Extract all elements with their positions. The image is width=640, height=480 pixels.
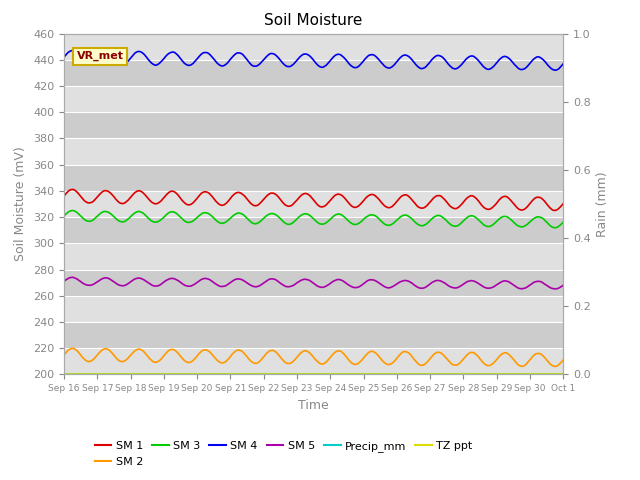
SM 5 <box>548 286 556 291</box>
X-axis label: Time: Time <box>298 399 329 412</box>
SM 5 <box>470 278 478 284</box>
SM 3 <box>60 213 68 219</box>
TZ ppt <box>297 372 305 377</box>
TZ ppt <box>60 372 68 377</box>
SM 5 <box>332 277 339 283</box>
Line: SM 1: SM 1 <box>64 190 563 210</box>
Bar <box>64 348 563 374</box>
SM 4 <box>298 52 306 58</box>
SM 3 <box>551 225 559 230</box>
SM 5 <box>60 278 68 284</box>
SM 2 <box>298 349 306 355</box>
TZ ppt <box>559 372 567 377</box>
Y-axis label: Soil Moisture (mV): Soil Moisture (mV) <box>15 146 28 262</box>
Bar <box>64 165 563 191</box>
Precip_mm <box>300 372 308 377</box>
Precip_mm <box>60 372 68 377</box>
TZ ppt <box>330 372 338 377</box>
SM 2 <box>358 357 366 362</box>
TZ ppt <box>469 372 477 377</box>
Line: SM 5: SM 5 <box>64 277 563 289</box>
SM 2 <box>332 349 339 355</box>
SM 4 <box>68 48 76 54</box>
Bar <box>64 86 563 112</box>
SM 4 <box>332 53 339 59</box>
SM 3 <box>332 212 339 218</box>
Bar <box>64 112 563 138</box>
Precip_mm <box>547 372 555 377</box>
SM 1 <box>550 207 558 213</box>
Line: SM 2: SM 2 <box>64 348 563 366</box>
SM 1 <box>332 192 339 198</box>
TZ ppt <box>547 372 555 377</box>
SM 1 <box>358 200 366 205</box>
Bar <box>64 34 563 60</box>
Precip_mm <box>469 372 477 377</box>
SM 5 <box>301 276 309 282</box>
Precip_mm <box>559 372 567 377</box>
SM 4 <box>358 60 366 65</box>
Text: VR_met: VR_met <box>77 51 124 61</box>
SM 2 <box>548 363 556 369</box>
Precip_mm <box>330 372 338 377</box>
SM 5 <box>298 277 306 283</box>
Bar <box>64 217 563 243</box>
SM 1 <box>60 193 68 199</box>
SM 2 <box>470 350 478 356</box>
Bar <box>64 322 563 348</box>
Bar <box>64 270 563 296</box>
SM 4 <box>551 67 559 73</box>
Bar <box>64 60 563 86</box>
Line: SM 4: SM 4 <box>64 51 563 70</box>
SM 3 <box>301 211 309 216</box>
SM 3 <box>559 219 567 225</box>
SM 3 <box>470 214 478 219</box>
SM 1 <box>548 207 556 213</box>
Y-axis label: Rain (mm): Rain (mm) <box>596 171 609 237</box>
Legend: SM 1, SM 2, SM 3, SM 4, SM 5, Precip_mm, TZ ppt: SM 1, SM 2, SM 3, SM 4, SM 5, Precip_mm,… <box>90 437 477 471</box>
SM 2 <box>559 357 567 363</box>
SM 4 <box>548 66 556 72</box>
SM 4 <box>301 51 309 57</box>
SM 1 <box>470 194 478 200</box>
SM 1 <box>298 192 306 197</box>
SM 1 <box>68 187 76 192</box>
SM 2 <box>68 346 76 351</box>
Bar <box>64 296 563 322</box>
SM 2 <box>301 348 309 353</box>
SM 1 <box>301 191 309 196</box>
TZ ppt <box>357 372 365 377</box>
SM 5 <box>559 282 567 288</box>
SM 2 <box>60 352 68 358</box>
SM 3 <box>358 218 366 224</box>
SM 5 <box>358 282 366 288</box>
SM 4 <box>470 54 478 60</box>
SM 2 <box>551 363 559 369</box>
Line: SM 3: SM 3 <box>64 211 563 228</box>
Bar <box>64 191 563 217</box>
SM 5 <box>552 286 560 292</box>
Precip_mm <box>357 372 365 377</box>
SM 3 <box>298 212 306 217</box>
Bar <box>64 138 563 165</box>
SM 4 <box>559 61 567 67</box>
Precip_mm <box>297 372 305 377</box>
SM 3 <box>548 224 556 230</box>
TZ ppt <box>300 372 308 377</box>
SM 5 <box>68 275 76 280</box>
SM 4 <box>60 54 68 60</box>
SM 1 <box>559 201 567 206</box>
Title: Soil Moisture: Soil Moisture <box>264 13 363 28</box>
SM 3 <box>69 208 77 214</box>
Bar <box>64 243 563 270</box>
